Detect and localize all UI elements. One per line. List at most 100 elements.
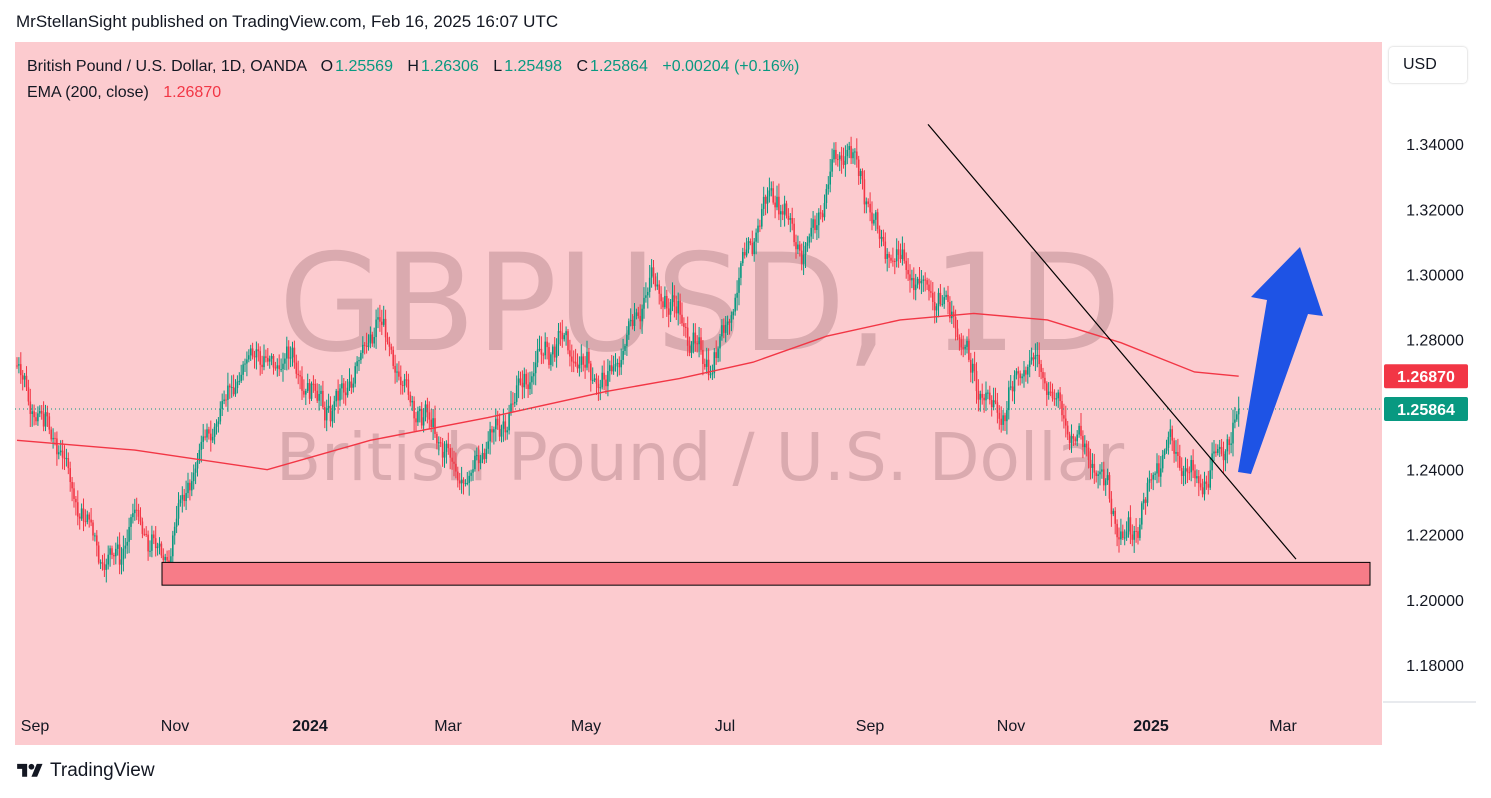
candle-body: [1084, 443, 1086, 448]
candle-body: [189, 482, 191, 491]
ema-200-line: [16, 312, 1239, 471]
candle-body: [365, 345, 368, 348]
candle-body: [897, 249, 900, 255]
candle-body: [94, 535, 96, 537]
y-tick-label: 1.18000: [1406, 658, 1464, 675]
candle-body: [641, 308, 643, 322]
candle-body: [574, 361, 577, 364]
candle-body: [59, 450, 62, 453]
candle-body: [964, 346, 966, 349]
candle-body: [1047, 391, 1050, 395]
candle-body: [700, 337, 702, 350]
candle-body: [709, 374, 712, 376]
candle-body: [137, 509, 140, 517]
candle-body: [128, 526, 130, 542]
candle-body: [635, 312, 638, 317]
candle-body: [918, 278, 921, 284]
candle-body: [339, 388, 341, 401]
candle-body: [504, 421, 507, 433]
candle-body: [702, 349, 704, 364]
candle-body: [175, 518, 178, 527]
candle-body: [552, 346, 554, 355]
candle-body: [1163, 450, 1166, 455]
candle-body: [546, 341, 548, 348]
candle-body: [1179, 455, 1181, 469]
candle-body: [987, 392, 989, 394]
candle-body: [673, 295, 676, 307]
candle-body: [75, 498, 77, 503]
candle-body: [1125, 531, 1128, 538]
candle-body: [525, 373, 527, 385]
candle-body: [553, 346, 556, 358]
candle-body: [679, 300, 681, 315]
candle-body: [667, 308, 670, 315]
candle-body: [219, 408, 222, 422]
candle-body: [886, 253, 888, 259]
candle-body: [1150, 479, 1153, 481]
candle-body: [1158, 463, 1160, 477]
candle-body: [669, 302, 672, 315]
last-price-tag: 1.25864: [1397, 402, 1455, 419]
candle-body: [204, 436, 206, 438]
candle-body: [819, 212, 822, 214]
candle-body: [154, 538, 157, 549]
candle-body: [56, 438, 58, 455]
candle-body: [462, 479, 465, 484]
low-value: 1.25498: [504, 58, 563, 75]
candle-body: [810, 227, 812, 237]
candle-body: [198, 449, 201, 461]
candle-body: [1213, 451, 1215, 454]
candle-body: [569, 350, 571, 357]
candle-body: [196, 460, 199, 469]
candle-body: [489, 429, 491, 442]
candle-body: [1013, 375, 1016, 392]
candle-body: [677, 300, 679, 314]
candle-body: [388, 341, 391, 347]
candle-body: [856, 151, 858, 160]
candle-body: [495, 418, 497, 430]
open-label: O: [320, 58, 334, 75]
candle-body: [314, 383, 317, 391]
candle-body: [968, 340, 970, 360]
candle-body: [160, 543, 163, 556]
candle-body: [662, 301, 664, 308]
x-tick-label: Mar: [1269, 718, 1297, 735]
candle-body: [268, 358, 271, 362]
candle-body: [510, 403, 512, 413]
candle-body: [113, 554, 115, 557]
candle-body: [341, 383, 343, 389]
candle-body: [865, 201, 868, 205]
candle-body: [1089, 459, 1092, 468]
candle-body: [58, 452, 60, 455]
candle-body: [67, 458, 70, 469]
candle-body: [797, 244, 799, 250]
chart-area[interactable]: GBPUSD, 1D British Pound / U.S. Dollar 1.3…: [15, 42, 1476, 745]
candle-body: [248, 355, 250, 360]
candle-body: [755, 232, 757, 242]
candle-body: [346, 387, 349, 396]
candle-body: [457, 471, 459, 481]
candle-body: [253, 356, 256, 358]
candle-body: [384, 318, 387, 338]
tradingview-footer[interactable]: TradingView: [16, 760, 155, 782]
candlestick-chart[interactable]: GBPUSD, 1D British Pound / U.S. Dollar 1.3…: [15, 42, 1476, 745]
candle-body: [61, 450, 64, 458]
candle-body: [1182, 471, 1185, 477]
candle-body: [996, 402, 999, 413]
candle-body: [18, 364, 20, 366]
candle-body: [90, 519, 92, 523]
candle-body: [628, 321, 630, 335]
candle-body: [308, 383, 311, 399]
ema-price-tag: 1.26870: [1397, 369, 1455, 386]
candle-body: [238, 380, 241, 382]
candle-body: [439, 442, 442, 444]
candle-body: [622, 350, 624, 360]
candle-body: [734, 297, 736, 312]
candle-body: [620, 359, 622, 368]
candle-body: [616, 362, 619, 365]
candle-body: [873, 219, 875, 224]
candle-body: [791, 217, 793, 224]
candle-body: [210, 433, 212, 441]
candle-body: [244, 363, 246, 365]
currency-button[interactable]: USD: [1389, 47, 1467, 83]
